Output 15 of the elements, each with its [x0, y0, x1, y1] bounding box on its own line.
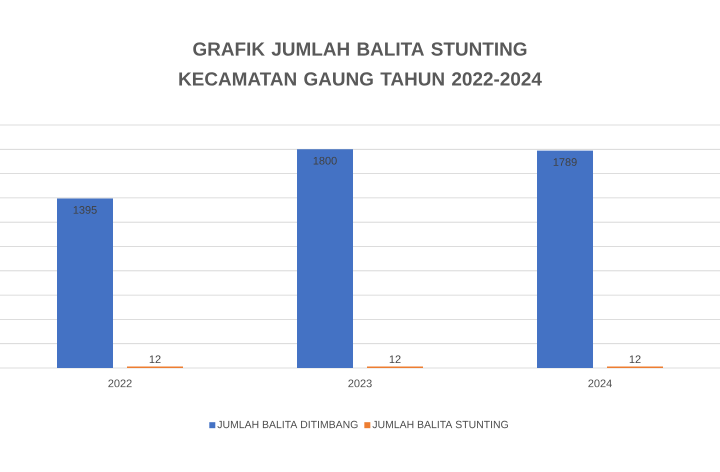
- chart-title: GRAFIK JUMLAH BALITA STUNTING KECAMATAN GAUNG TAHUN 2022-2024: [179, 42, 542, 86]
- data-label: 1789: [554, 158, 577, 166]
- x-tick-label: 2024: [588, 380, 612, 388]
- bar: [57, 198, 113, 368]
- bar: [297, 149, 354, 368]
- data-label: 12: [630, 355, 641, 364]
- data-label: 1800: [314, 156, 337, 165]
- legend-label: JUMLAH BALITA DITIMBANG: [217, 420, 358, 428]
- data-label: 12: [150, 355, 161, 364]
- legend-label: JUMLAH BALITA STUNTING: [372, 420, 508, 428]
- data-label: 1395: [74, 206, 97, 214]
- x-tick-label: 2022: [108, 380, 132, 388]
- data-label: 12: [390, 355, 401, 364]
- bar: [537, 150, 594, 368]
- x-tick-label: 2023: [348, 380, 372, 388]
